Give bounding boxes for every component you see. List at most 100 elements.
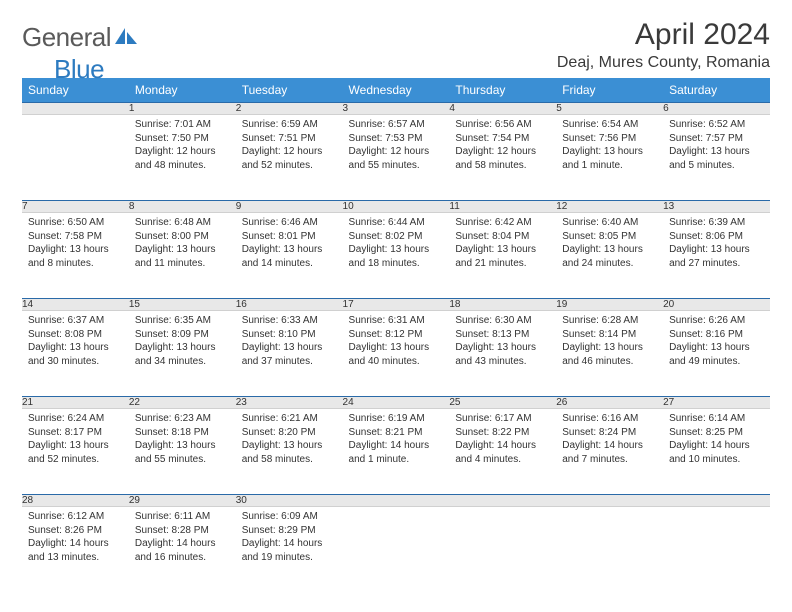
day-content: Sunrise: 6:26 AMSunset: 8:16 PMDaylight:… <box>663 311 770 374</box>
week-row: Sunrise: 7:01 AMSunset: 7:50 PMDaylight:… <box>22 115 770 201</box>
daylight-line: Daylight: 13 hours and 27 minutes. <box>669 243 764 270</box>
daylight-line: Daylight: 12 hours and 52 minutes. <box>242 145 337 172</box>
sunrise-line: Sunrise: 6:14 AM <box>669 412 764 426</box>
daylight-line: Daylight: 14 hours and 16 minutes. <box>135 537 230 564</box>
day-number: 4 <box>449 103 556 115</box>
empty-daynum <box>556 495 663 507</box>
daylight-line: Daylight: 14 hours and 7 minutes. <box>562 439 657 466</box>
day-number: 16 <box>236 299 343 311</box>
sunrise-line: Sunrise: 6:33 AM <box>242 314 337 328</box>
sunrise-line: Sunrise: 6:11 AM <box>135 510 230 524</box>
day-cell: Sunrise: 6:48 AMSunset: 8:00 PMDaylight:… <box>129 213 236 299</box>
daylight-line: Daylight: 13 hours and 52 minutes. <box>28 439 123 466</box>
daynum-row: 21222324252627 <box>22 397 770 409</box>
sunrise-line: Sunrise: 6:50 AM <box>28 216 123 230</box>
sunset-line: Sunset: 7:57 PM <box>669 132 764 146</box>
sunset-line: Sunset: 8:20 PM <box>242 426 337 440</box>
sunset-line: Sunset: 8:04 PM <box>455 230 550 244</box>
day-cell: Sunrise: 6:59 AMSunset: 7:51 PMDaylight:… <box>236 115 343 201</box>
sunset-line: Sunset: 7:58 PM <box>28 230 123 244</box>
daylight-line: Daylight: 14 hours and 4 minutes. <box>455 439 550 466</box>
day-number: 26 <box>556 397 663 409</box>
daylight-line: Daylight: 13 hours and 5 minutes. <box>669 145 764 172</box>
day-number: 18 <box>449 299 556 311</box>
day-content: Sunrise: 6:59 AMSunset: 7:51 PMDaylight:… <box>236 115 343 178</box>
daynum-row: 14151617181920 <box>22 299 770 311</box>
day-content: Sunrise: 6:42 AMSunset: 8:04 PMDaylight:… <box>449 213 556 276</box>
daylight-line: Daylight: 13 hours and 40 minutes. <box>349 341 444 368</box>
sunset-line: Sunset: 8:18 PM <box>135 426 230 440</box>
day-number: 7 <box>22 201 129 213</box>
empty-daynum <box>663 495 770 507</box>
day-number: 14 <box>22 299 129 311</box>
day-content: Sunrise: 6:33 AMSunset: 8:10 PMDaylight:… <box>236 311 343 374</box>
day-content: Sunrise: 6:12 AMSunset: 8:26 PMDaylight:… <box>22 507 129 570</box>
daylight-line: Daylight: 13 hours and 34 minutes. <box>135 341 230 368</box>
day-number: 13 <box>663 201 770 213</box>
daylight-line: Daylight: 13 hours and 46 minutes. <box>562 341 657 368</box>
day-cell: Sunrise: 6:46 AMSunset: 8:01 PMDaylight:… <box>236 213 343 299</box>
daylight-line: Daylight: 14 hours and 13 minutes. <box>28 537 123 564</box>
day-number: 5 <box>556 103 663 115</box>
week-row: Sunrise: 6:37 AMSunset: 8:08 PMDaylight:… <box>22 311 770 397</box>
sunrise-line: Sunrise: 6:39 AM <box>669 216 764 230</box>
sunrise-line: Sunrise: 6:46 AM <box>242 216 337 230</box>
day-cell: Sunrise: 6:28 AMSunset: 8:14 PMDaylight:… <box>556 311 663 397</box>
day-cell: Sunrise: 6:09 AMSunset: 8:29 PMDaylight:… <box>236 507 343 593</box>
day-cell: Sunrise: 7:01 AMSunset: 7:50 PMDaylight:… <box>129 115 236 201</box>
weekday-header: Friday <box>556 78 663 103</box>
daylight-line: Daylight: 13 hours and 24 minutes. <box>562 243 657 270</box>
sunrise-line: Sunrise: 6:26 AM <box>669 314 764 328</box>
day-content: Sunrise: 6:28 AMSunset: 8:14 PMDaylight:… <box>556 311 663 374</box>
day-content: Sunrise: 6:52 AMSunset: 7:57 PMDaylight:… <box>663 115 770 178</box>
day-number: 2 <box>236 103 343 115</box>
day-content: Sunrise: 7:01 AMSunset: 7:50 PMDaylight:… <box>129 115 236 178</box>
daylight-line: Daylight: 12 hours and 55 minutes. <box>349 145 444 172</box>
week-row: Sunrise: 6:24 AMSunset: 8:17 PMDaylight:… <box>22 409 770 495</box>
daylight-line: Daylight: 12 hours and 58 minutes. <box>455 145 550 172</box>
day-cell: Sunrise: 6:39 AMSunset: 8:06 PMDaylight:… <box>663 213 770 299</box>
daynum-row: 78910111213 <box>22 201 770 213</box>
logo: General <box>22 18 139 53</box>
day-content: Sunrise: 6:21 AMSunset: 8:20 PMDaylight:… <box>236 409 343 472</box>
day-number: 17 <box>343 299 450 311</box>
sunset-line: Sunset: 8:24 PM <box>562 426 657 440</box>
daylight-line: Daylight: 14 hours and 1 minute. <box>349 439 444 466</box>
sunset-line: Sunset: 8:21 PM <box>349 426 444 440</box>
day-number: 20 <box>663 299 770 311</box>
sunset-line: Sunset: 7:53 PM <box>349 132 444 146</box>
sunrise-line: Sunrise: 7:01 AM <box>135 118 230 132</box>
day-number: 6 <box>663 103 770 115</box>
sunset-line: Sunset: 8:22 PM <box>455 426 550 440</box>
empty-daynum <box>22 103 129 115</box>
day-cell: Sunrise: 6:11 AMSunset: 8:28 PMDaylight:… <box>129 507 236 593</box>
day-content: Sunrise: 6:16 AMSunset: 8:24 PMDaylight:… <box>556 409 663 472</box>
daylight-line: Daylight: 13 hours and 14 minutes. <box>242 243 337 270</box>
sunset-line: Sunset: 8:28 PM <box>135 524 230 538</box>
day-number: 27 <box>663 397 770 409</box>
sunrise-line: Sunrise: 6:37 AM <box>28 314 123 328</box>
sunset-line: Sunset: 7:51 PM <box>242 132 337 146</box>
day-cell: Sunrise: 6:30 AMSunset: 8:13 PMDaylight:… <box>449 311 556 397</box>
sunset-line: Sunset: 8:26 PM <box>28 524 123 538</box>
sunrise-line: Sunrise: 6:42 AM <box>455 216 550 230</box>
daylight-line: Daylight: 13 hours and 30 minutes. <box>28 341 123 368</box>
sunrise-line: Sunrise: 6:23 AM <box>135 412 230 426</box>
daynum-row: 282930 <box>22 495 770 507</box>
sunrise-line: Sunrise: 6:35 AM <box>135 314 230 328</box>
day-number: 29 <box>129 495 236 507</box>
weekday-header: Tuesday <box>236 78 343 103</box>
sunrise-line: Sunrise: 6:12 AM <box>28 510 123 524</box>
weekday-header-row: Sunday Monday Tuesday Wednesday Thursday… <box>22 78 770 103</box>
weekday-header: Saturday <box>663 78 770 103</box>
day-content: Sunrise: 6:11 AMSunset: 8:28 PMDaylight:… <box>129 507 236 570</box>
sunrise-line: Sunrise: 6:52 AM <box>669 118 764 132</box>
month-title: April 2024 <box>557 18 770 52</box>
day-cell: Sunrise: 6:16 AMSunset: 8:24 PMDaylight:… <box>556 409 663 495</box>
day-number: 1 <box>129 103 236 115</box>
sunset-line: Sunset: 8:16 PM <box>669 328 764 342</box>
day-cell: Sunrise: 6:24 AMSunset: 8:17 PMDaylight:… <box>22 409 129 495</box>
day-content: Sunrise: 6:50 AMSunset: 7:58 PMDaylight:… <box>22 213 129 276</box>
sunset-line: Sunset: 8:25 PM <box>669 426 764 440</box>
location: Deaj, Mures County, Romania <box>557 54 770 72</box>
